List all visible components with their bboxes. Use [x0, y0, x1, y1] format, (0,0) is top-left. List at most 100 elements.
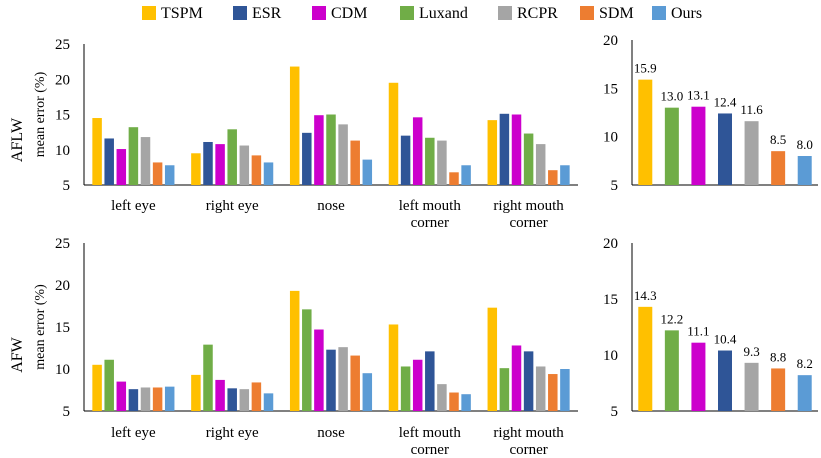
bar-esr	[203, 141, 213, 185]
afw-landmark-chart: 5 10 15 20 25 mean error (%) left eye right eye…	[33, 236, 578, 458]
legend-swatch	[580, 6, 594, 20]
legend-label: Luxand	[419, 5, 468, 22]
bar-cdm	[215, 379, 225, 411]
bar-tspm	[638, 79, 653, 185]
bar-cdm	[511, 114, 522, 185]
data-label: 10.4	[714, 332, 737, 347]
legend-label: SDM	[599, 5, 634, 22]
bar-ours	[461, 394, 471, 411]
row-label-afw: AFW	[9, 336, 26, 372]
bar-ours	[263, 393, 274, 411]
data-label: 12.4	[714, 94, 737, 109]
x-tick-label: nose	[317, 198, 345, 214]
x-tick-label: left mouth corner	[399, 198, 462, 231]
bar-luxand	[128, 127, 139, 185]
y-tick-label: 10	[603, 130, 618, 146]
legend: TSPM ESR CDM Luxand RCPR SDM Ours	[142, 5, 702, 22]
y-tick-label: 20	[55, 278, 70, 294]
bar-group-left-eye	[92, 118, 175, 185]
bar-esr	[128, 389, 139, 411]
bar-cdm	[215, 144, 225, 185]
bar-sdm	[449, 392, 459, 411]
bar-luxand	[499, 368, 510, 411]
x-tick-label-line: left mouth	[399, 198, 462, 214]
y-tick-label: 20	[603, 33, 618, 49]
bar-ours	[560, 369, 570, 411]
bar-tspm	[388, 324, 399, 411]
bar-sdm	[771, 151, 786, 185]
bar-tspm	[92, 118, 102, 185]
bar-luxand	[302, 309, 312, 411]
bar-rcpr	[535, 366, 546, 411]
bar-esr	[425, 351, 435, 411]
x-tick-label-line: left eye	[111, 198, 156, 214]
y-axis-title: mean error (%)	[33, 71, 48, 157]
bar-sdm	[548, 374, 558, 411]
afw-overall-chart: 5 10 15 20 14.312.2 11.1 10.4 9.3 8.8 8.2	[603, 236, 818, 420]
bar-sdm	[251, 382, 262, 411]
legend-label: ESR	[252, 5, 282, 22]
bar-rcpr	[437, 384, 447, 411]
bar-esr	[718, 350, 732, 411]
bar-esr	[718, 113, 732, 185]
bar-esr	[326, 349, 336, 411]
bar-sdm	[771, 368, 786, 411]
x-tick-label-line: right mouth	[493, 198, 564, 214]
x-tick-label-line: nose	[317, 425, 345, 441]
bar-ours	[362, 373, 373, 411]
x-tick-label-line: corner	[509, 215, 547, 231]
bar-cdm	[691, 342, 706, 411]
bar-rcpr	[239, 389, 250, 411]
data-label: 8.0	[797, 137, 813, 152]
bar-esr	[499, 113, 510, 185]
x-tick-label-line: corner	[411, 442, 449, 458]
x-tick-label: right mouth corner	[493, 425, 564, 458]
bar-luxand	[664, 107, 679, 185]
data-label: 14.3	[634, 288, 657, 303]
bar-rcpr	[338, 124, 348, 185]
bar-ours	[797, 375, 812, 411]
bar-rcpr	[437, 140, 447, 185]
bar-cdm	[314, 115, 324, 185]
y-tick-label: 5	[611, 178, 619, 194]
bar-esr	[227, 388, 237, 411]
bar-ours	[797, 156, 812, 185]
bar-rcpr	[744, 121, 759, 185]
x-tick-label-line: nose	[317, 198, 345, 214]
bar-ours	[263, 162, 274, 185]
bar-tspm	[92, 364, 102, 411]
bar-tspm	[487, 120, 498, 185]
aflw-overall-chart: 5 10 15 20 15.913.0 13.1 12.411.6 8.5 8.0	[603, 33, 818, 194]
x-tick-label-line: corner	[509, 442, 547, 458]
legend-item-sdm: SDM	[580, 5, 634, 22]
y-axis: 5 10 15 20	[603, 236, 818, 420]
y-tick-label: 10	[55, 362, 70, 378]
bar-rcpr	[535, 144, 546, 185]
bar-cdm	[314, 329, 324, 411]
x-tick-label: right mouth corner	[493, 198, 564, 231]
x-tick-label: left eye	[111, 198, 156, 214]
data-label: 8.2	[797, 356, 813, 371]
bar-group-left-eye	[92, 359, 175, 411]
y-tick-label: 15	[55, 320, 70, 336]
y-tick-label: 15	[603, 292, 618, 308]
bar-ours	[362, 159, 373, 185]
bar-group-right-eye	[191, 129, 274, 185]
bar-group-right-mouth-corner	[487, 307, 570, 411]
x-tick-label: nose	[317, 425, 345, 441]
bar-cdm	[412, 117, 423, 185]
legend-swatch	[312, 6, 326, 20]
y-tick-label: 15	[55, 108, 70, 124]
bar-ours	[164, 165, 175, 185]
legend-item-esr: ESR	[233, 5, 282, 22]
x-tick-label: left mouth corner	[399, 425, 462, 458]
x-tick-label: left eye	[111, 425, 156, 441]
bar-cdm	[116, 149, 127, 185]
legend-label: Ours	[671, 5, 702, 22]
legend-item-rcpr: RCPR	[498, 5, 558, 22]
bar-tspm	[289, 290, 300, 411]
legend-item-cdm: CDM	[312, 5, 367, 22]
bar-esr	[523, 351, 534, 411]
bar-rcpr	[239, 145, 250, 185]
